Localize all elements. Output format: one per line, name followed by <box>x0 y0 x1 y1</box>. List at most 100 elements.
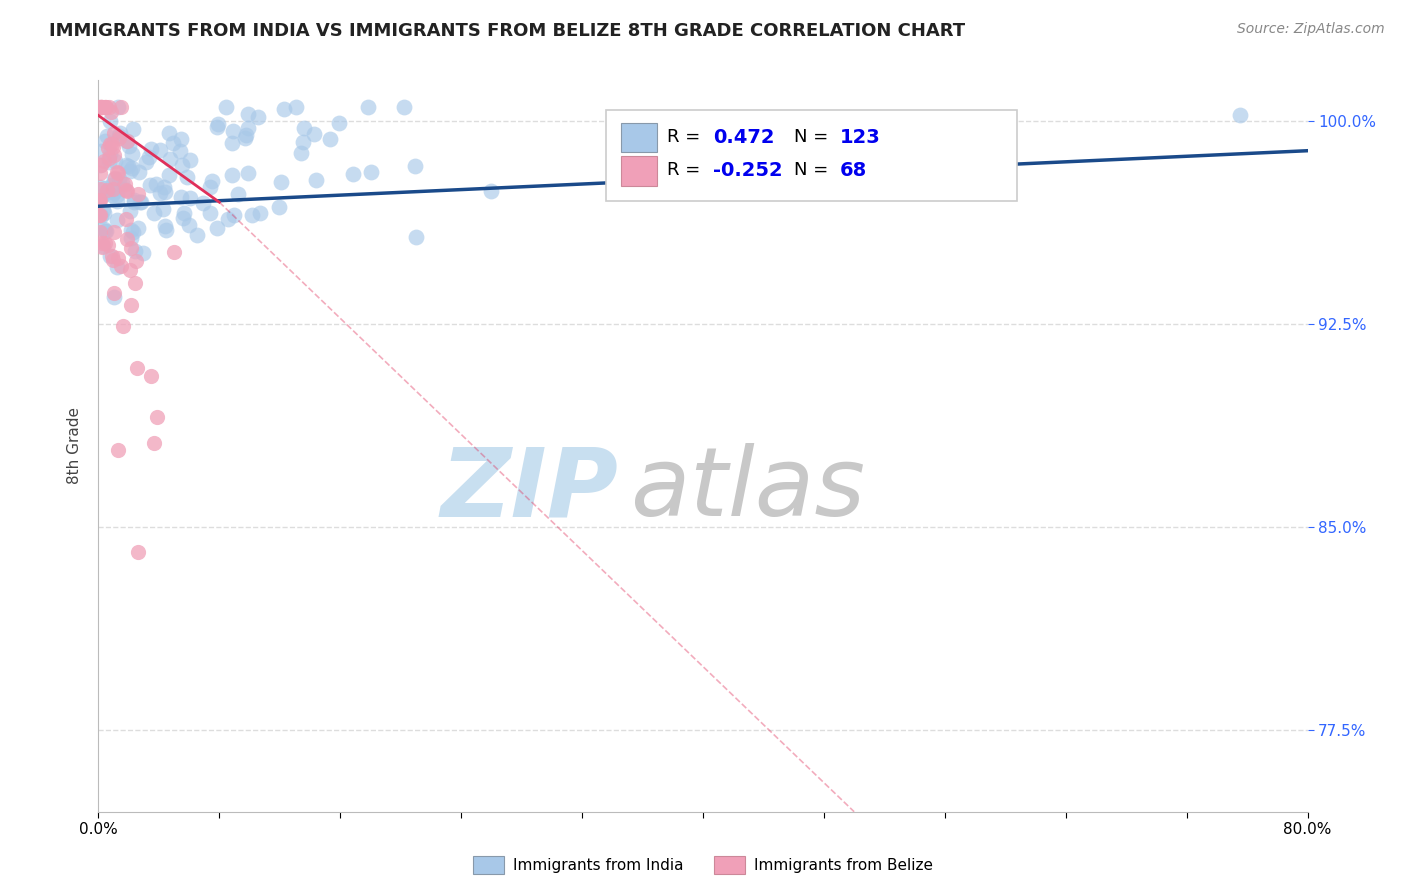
Point <box>98 249 121 263</box>
Point <box>89 100 111 114</box>
Point <box>91 239 114 253</box>
Point <box>236 166 259 180</box>
Point <box>89 193 111 207</box>
Point <box>90 189 112 203</box>
Point <box>191 195 214 210</box>
Point <box>90 144 112 158</box>
Point <box>96 100 118 114</box>
Point <box>89 100 111 114</box>
Point <box>107 172 129 186</box>
Point <box>90 100 112 114</box>
Point <box>90 158 112 172</box>
Point <box>103 148 125 162</box>
Point <box>114 177 136 191</box>
Point <box>201 174 224 188</box>
Point <box>124 277 146 291</box>
Point <box>110 100 132 114</box>
Point <box>91 100 114 114</box>
FancyBboxPatch shape <box>606 110 1018 201</box>
Point <box>235 131 257 145</box>
Point <box>179 218 201 232</box>
Point <box>120 223 142 237</box>
Point <box>125 254 148 268</box>
Point <box>97 154 120 169</box>
Y-axis label: 8th Grade: 8th Grade <box>67 408 83 484</box>
Point <box>105 165 128 179</box>
Text: 68: 68 <box>839 161 868 180</box>
Point <box>122 194 145 208</box>
Point <box>103 290 125 304</box>
Point <box>145 177 167 191</box>
Point <box>128 194 150 209</box>
Point <box>96 129 118 144</box>
Point <box>120 231 142 245</box>
Point <box>90 100 112 114</box>
Point <box>94 235 117 250</box>
Point <box>103 225 125 239</box>
Point <box>138 178 160 192</box>
Point <box>357 100 380 114</box>
Point <box>101 178 124 192</box>
Point <box>127 221 149 235</box>
Point <box>291 135 314 149</box>
Point <box>285 100 308 114</box>
Point <box>93 222 115 236</box>
Text: IMMIGRANTS FROM INDIA VS IMMIGRANTS FROM BELIZE 8TH GRADE CORRELATION CHART: IMMIGRANTS FROM INDIA VS IMMIGRANTS FROM… <box>49 22 966 40</box>
Point <box>215 100 238 114</box>
Point <box>89 182 111 196</box>
Point <box>98 147 121 161</box>
Text: R =: R = <box>666 128 706 146</box>
Point <box>146 409 169 424</box>
Point <box>186 228 208 243</box>
Point <box>153 219 176 234</box>
Point <box>108 131 131 145</box>
FancyBboxPatch shape <box>621 156 657 186</box>
Point <box>392 100 415 114</box>
Point <box>122 194 145 209</box>
Point <box>157 127 180 141</box>
Text: Source: ZipAtlas.com: Source: ZipAtlas.com <box>1237 22 1385 37</box>
Point <box>107 251 129 265</box>
Point <box>94 134 117 148</box>
Point <box>90 100 112 114</box>
Point <box>155 185 177 199</box>
Point <box>170 132 193 146</box>
Point <box>101 187 124 202</box>
Point <box>127 545 149 559</box>
Point <box>89 193 111 207</box>
Point <box>94 224 117 238</box>
Point <box>105 213 128 227</box>
Point <box>149 143 172 157</box>
Point <box>105 187 128 202</box>
Point <box>108 126 131 140</box>
Point <box>118 203 141 218</box>
Point <box>139 142 162 156</box>
Point <box>236 121 259 136</box>
Point <box>107 443 129 458</box>
Point <box>198 205 221 219</box>
Point <box>179 191 201 205</box>
Point <box>111 176 134 190</box>
Point <box>103 286 125 301</box>
Point <box>103 185 125 199</box>
Legend: Immigrants from India, Immigrants from Belize: Immigrants from India, Immigrants from B… <box>467 850 939 880</box>
Point <box>135 155 157 169</box>
Point <box>97 151 120 165</box>
Point <box>89 208 111 222</box>
Point <box>360 165 382 179</box>
Point <box>155 223 177 237</box>
Point <box>91 203 114 218</box>
Point <box>172 211 194 225</box>
Point <box>112 182 135 196</box>
Point <box>93 100 115 114</box>
Point <box>127 187 149 202</box>
Point <box>179 153 201 167</box>
Point <box>124 244 146 258</box>
Text: N =: N = <box>793 128 834 146</box>
Point <box>159 152 181 166</box>
Point <box>94 100 117 114</box>
Point <box>221 168 243 182</box>
Point <box>127 361 149 376</box>
Point <box>304 127 326 141</box>
Point <box>117 159 139 173</box>
